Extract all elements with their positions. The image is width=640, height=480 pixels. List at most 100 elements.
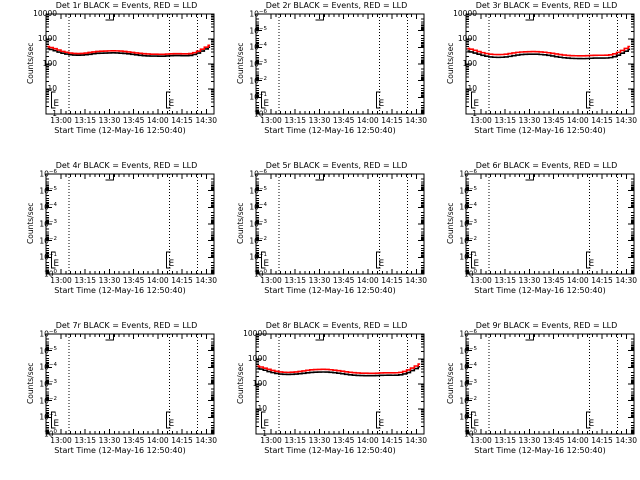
x-tick-label: 14:15 bbox=[381, 276, 403, 285]
x-tick-label: 13:30 bbox=[98, 436, 121, 445]
y-axis-title: Counts/sec bbox=[236, 42, 245, 84]
x-tick-label: 13:15 bbox=[494, 436, 517, 445]
x-tick-label: 14:15 bbox=[591, 116, 613, 125]
x-tick-label: 14:30 bbox=[405, 436, 428, 445]
y-tick-label: 100 bbox=[463, 269, 477, 279]
x-tick-label: 13:30 bbox=[308, 276, 331, 285]
x-tick-label: 13:30 bbox=[308, 116, 331, 125]
x-tick-label: 14:30 bbox=[195, 436, 218, 445]
y-tick-label: 10−2 bbox=[249, 235, 267, 246]
top-bracket bbox=[105, 174, 114, 181]
y-axis-title: Counts/sec bbox=[26, 362, 35, 404]
y-tick-label: 10−6 bbox=[39, 169, 57, 179]
x-axis-title: Start Time (12-May-16 12:50:40) bbox=[264, 286, 396, 295]
top-bracket bbox=[105, 14, 114, 21]
y-tick-label: 100 bbox=[43, 429, 57, 439]
series-line-lld bbox=[467, 45, 631, 57]
y-tick-label: 10−6 bbox=[459, 329, 477, 339]
y-axis-title: Counts/sec bbox=[446, 362, 455, 404]
y-tick-label: 10−1 bbox=[39, 412, 57, 422]
event-marker: E bbox=[166, 411, 175, 429]
x-tick-label: 14:15 bbox=[381, 116, 403, 125]
x-tick-label: 14:15 bbox=[171, 116, 193, 125]
y-tick-label: 100 bbox=[253, 109, 267, 119]
y-tick-label: 10−5 bbox=[39, 185, 57, 196]
x-axis-title: Start Time (12-May-16 12:50:40) bbox=[264, 126, 396, 135]
plot-panel: Det 3r BLACK = Events, RED = LLD E E 1 10 100… bbox=[440, 0, 640, 160]
top-bracket bbox=[105, 334, 114, 341]
panel-title: Det 6r BLACK = Events, RED = LLD bbox=[475, 161, 618, 170]
x-tick-label: 13:30 bbox=[308, 436, 331, 445]
event-marker: E bbox=[50, 251, 59, 269]
top-bracket bbox=[525, 14, 534, 21]
x-tick-label: 13:45 bbox=[332, 276, 355, 285]
y-axis-title: Counts/sec bbox=[26, 202, 35, 244]
event-marker-label: E bbox=[169, 99, 175, 109]
y-tick-label: 100 bbox=[252, 379, 267, 388]
y-axis-title: Counts/sec bbox=[446, 42, 455, 84]
x-tick-label: 14:15 bbox=[591, 276, 613, 285]
x-tick-label: 14:00 bbox=[147, 436, 169, 445]
y-tick-label: 10−6 bbox=[39, 329, 57, 339]
y-tick-label: 10−4 bbox=[39, 202, 57, 212]
x-tick-label: 14:00 bbox=[567, 276, 589, 285]
top-bracket bbox=[525, 334, 534, 341]
y-axis-title: Counts/sec bbox=[26, 42, 35, 84]
x-tick-label: 14:15 bbox=[381, 436, 403, 445]
event-marker-label: E bbox=[589, 419, 595, 429]
x-tick-label: 14:30 bbox=[405, 116, 428, 125]
x-tick-label: 13:15 bbox=[284, 276, 307, 285]
y-axis-title: Counts/sec bbox=[446, 202, 455, 244]
axes-frame bbox=[465, 173, 635, 275]
x-tick-label: 13:00 bbox=[260, 436, 282, 445]
x-tick-label: 14:00 bbox=[357, 116, 379, 125]
event-marker: E bbox=[376, 411, 385, 429]
y-tick-label: 10−5 bbox=[459, 185, 477, 196]
axes-frame bbox=[255, 13, 425, 115]
y-tick-label: 10−2 bbox=[459, 395, 477, 406]
y-tick-label: 10 bbox=[257, 404, 267, 413]
event-marker-label: E bbox=[263, 419, 269, 429]
event-marker: E bbox=[376, 91, 385, 109]
y-tick-label: 10−6 bbox=[249, 169, 267, 179]
x-tick-label: 13:45 bbox=[332, 436, 355, 445]
event-marker: E bbox=[260, 411, 269, 429]
y-tick-label: 10000 bbox=[243, 329, 267, 338]
event-marker: E bbox=[586, 411, 595, 429]
x-tick-label: 14:00 bbox=[357, 436, 379, 445]
x-tick-label: 13:15 bbox=[74, 276, 97, 285]
x-axis-title: Start Time (12-May-16 12:50:40) bbox=[54, 446, 186, 455]
y-tick-label: 10−3 bbox=[39, 379, 57, 389]
event-marker-label: E bbox=[263, 99, 269, 109]
x-tick-label: 13:00 bbox=[470, 436, 492, 445]
y-tick-label: 10−3 bbox=[39, 219, 57, 229]
x-tick-label: 13:00 bbox=[470, 116, 492, 125]
x-tick-label: 14:00 bbox=[147, 276, 169, 285]
x-tick-label: 14:00 bbox=[147, 116, 169, 125]
x-tick-label: 13:45 bbox=[542, 276, 565, 285]
x-tick-label: 13:45 bbox=[122, 436, 145, 445]
y-tick-label: 10−5 bbox=[39, 345, 57, 356]
event-marker: E bbox=[470, 251, 479, 269]
y-tick-label: 1000 bbox=[37, 34, 57, 43]
panel-title: Det 8r BLACK = Events, RED = LLD bbox=[265, 321, 408, 330]
event-marker-label: E bbox=[53, 259, 59, 269]
x-tick-label: 14:15 bbox=[171, 276, 193, 285]
top-bracket bbox=[315, 174, 324, 181]
y-axis-title: Counts/sec bbox=[236, 362, 245, 404]
series-line-lld bbox=[257, 363, 421, 375]
x-tick-label: 13:15 bbox=[284, 116, 307, 125]
event-marker-label: E bbox=[169, 419, 175, 429]
panel-title: Det 4r BLACK = Events, RED = LLD bbox=[55, 161, 198, 170]
axes-frame bbox=[255, 333, 425, 435]
y-tick-label: 10−4 bbox=[39, 362, 57, 372]
panel-title: Det 3r BLACK = Events, RED = LLD bbox=[475, 1, 618, 10]
event-marker-label: E bbox=[473, 259, 479, 269]
y-tick-label: 100 bbox=[463, 429, 477, 439]
plot-panel: Det 2r BLACK = Events, RED = LLD E E 100 10−… bbox=[230, 0, 443, 160]
x-tick-label: 14:30 bbox=[615, 276, 638, 285]
